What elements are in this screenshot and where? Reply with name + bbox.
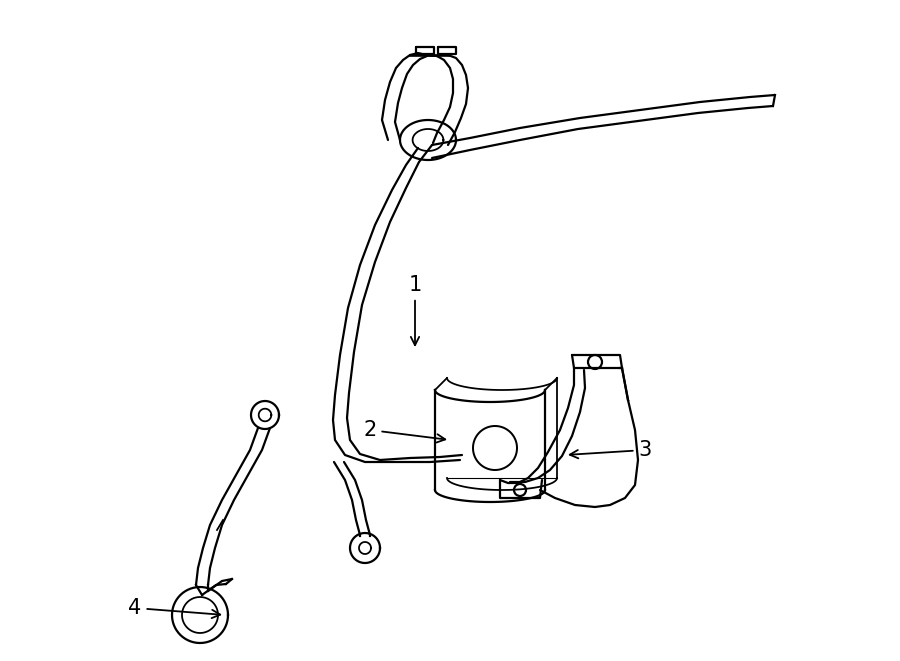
Text: 3: 3 [570,440,652,460]
Text: 4: 4 [129,598,220,618]
Text: 1: 1 [409,275,421,345]
Text: 2: 2 [364,420,446,442]
